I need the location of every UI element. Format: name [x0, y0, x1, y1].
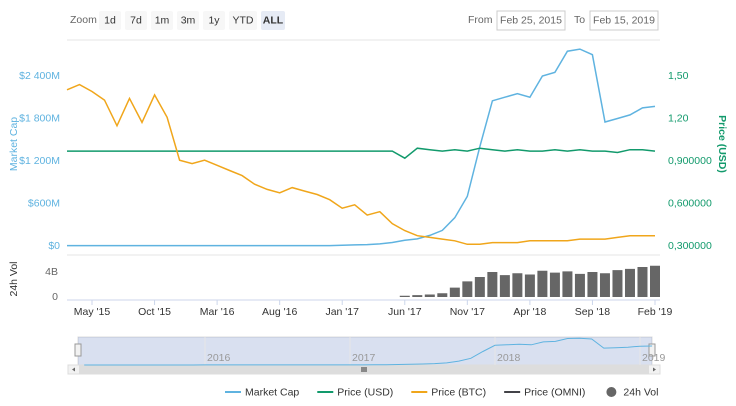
legend-symbol: [606, 387, 617, 397]
range-button-label: 1m: [155, 14, 170, 26]
range-button[interactable]: [177, 11, 199, 30]
volume-bar: [612, 270, 623, 297]
line-2: [66, 83, 655, 246]
volume-bar: [474, 277, 485, 297]
vol-tick-label: 4B: [45, 266, 58, 278]
x-tick-label: May '15: [74, 306, 111, 318]
y2-tick-label: 0,300000: [668, 240, 712, 252]
to-date: Feb 15, 2019: [593, 14, 655, 26]
from-input[interactable]: [496, 10, 566, 31]
volume-bar: [412, 295, 423, 297]
range-button-label: 1d: [104, 14, 116, 26]
volume-bar: [549, 272, 560, 297]
volume-bar: [499, 275, 510, 297]
zoom-label: Zoom: [70, 14, 97, 26]
volume-bar: [449, 287, 460, 297]
y-tick-label: $2 400M: [19, 70, 60, 82]
volume-bar: [399, 295, 410, 297]
navigator-label: 2019: [642, 352, 666, 364]
range-button[interactable]: [203, 11, 225, 30]
y2-tick-label: 1,50: [668, 70, 689, 82]
legend-label[interactable]: Price (USD): [337, 386, 393, 398]
x-tick-label: Jan '17: [325, 306, 359, 318]
legend-label[interactable]: Price (BTC): [431, 386, 486, 398]
volume-bar: [424, 294, 435, 297]
volume-bar: [574, 273, 585, 297]
range-button[interactable]: [151, 11, 173, 30]
y2-tick-label: 1,20: [668, 112, 689, 124]
volume-bar: [462, 281, 473, 297]
x-tick-label: Feb '19: [638, 306, 673, 318]
y-tick-label: $1 200M: [19, 155, 60, 167]
navigator-label: 2018: [497, 352, 521, 364]
navigator-line: [84, 337, 653, 366]
range-button[interactable]: [229, 11, 257, 30]
volume-bar: [587, 272, 598, 297]
range-button-label: 1y: [208, 14, 220, 26]
navigator-label: 2016: [207, 352, 231, 364]
legend-label[interactable]: 24h Vol: [623, 386, 658, 398]
x-tick-label: Oct '15: [138, 306, 171, 318]
volume-bar: [512, 273, 523, 297]
from-label: From: [468, 14, 493, 26]
y-tick-label: $600M: [28, 197, 60, 209]
x-tick-label: Nov '17: [450, 306, 485, 318]
x-tick-label: Jun '17: [388, 306, 422, 318]
navigator-handle[interactable]: [648, 343, 656, 357]
volume-bar: [624, 268, 635, 297]
range-button[interactable]: [125, 11, 147, 30]
navigator-label: 2017: [352, 352, 376, 364]
volume-bar: [524, 274, 535, 297]
y2-tick-label: 0,600000: [668, 197, 712, 209]
y2-axis-title: Price (USD): [716, 115, 728, 173]
volume-bar: [637, 267, 648, 297]
y-axis-title: Market Cap: [8, 117, 20, 171]
legend-label[interactable]: Market Cap: [245, 386, 299, 398]
x-tick-label: Apr '18: [513, 306, 546, 318]
from-date: Feb 25, 2015: [500, 14, 562, 26]
y2-tick-label: 0,900000: [668, 155, 712, 167]
x-tick-label: Aug '16: [262, 306, 297, 318]
range-button[interactable]: [261, 11, 285, 30]
volume-bar: [650, 265, 660, 297]
scrollbar-grip: [361, 367, 367, 372]
legend-label[interactable]: Price (OMNI): [524, 386, 585, 398]
to-input[interactable]: [589, 10, 659, 31]
range-button-label: 3m: [181, 14, 196, 26]
y-tick-label: $0: [48, 240, 60, 252]
range-button-label: 7d: [130, 14, 142, 26]
volume-bar: [437, 293, 448, 297]
line-1: [67, 147, 656, 160]
vol-tick-label: 0: [52, 291, 58, 303]
volume-bar: [537, 270, 548, 297]
volume-bar: [599, 273, 610, 297]
y-tick-label: $1 800M: [19, 112, 60, 124]
x-tick-label: Mar '16: [200, 306, 235, 318]
volume-bar: [487, 272, 498, 297]
to-label: To: [574, 14, 585, 26]
volume-bar: [562, 271, 573, 297]
navigator-handle[interactable]: [74, 343, 82, 357]
vol-axis-title: 24h Vol: [8, 261, 20, 296]
range-button-label: YTD: [233, 14, 254, 26]
range-button[interactable]: [99, 11, 121, 30]
range-button-label: ALL: [263, 14, 284, 26]
line-0: [67, 48, 656, 247]
x-tick-label: Sep '18: [575, 306, 610, 318]
